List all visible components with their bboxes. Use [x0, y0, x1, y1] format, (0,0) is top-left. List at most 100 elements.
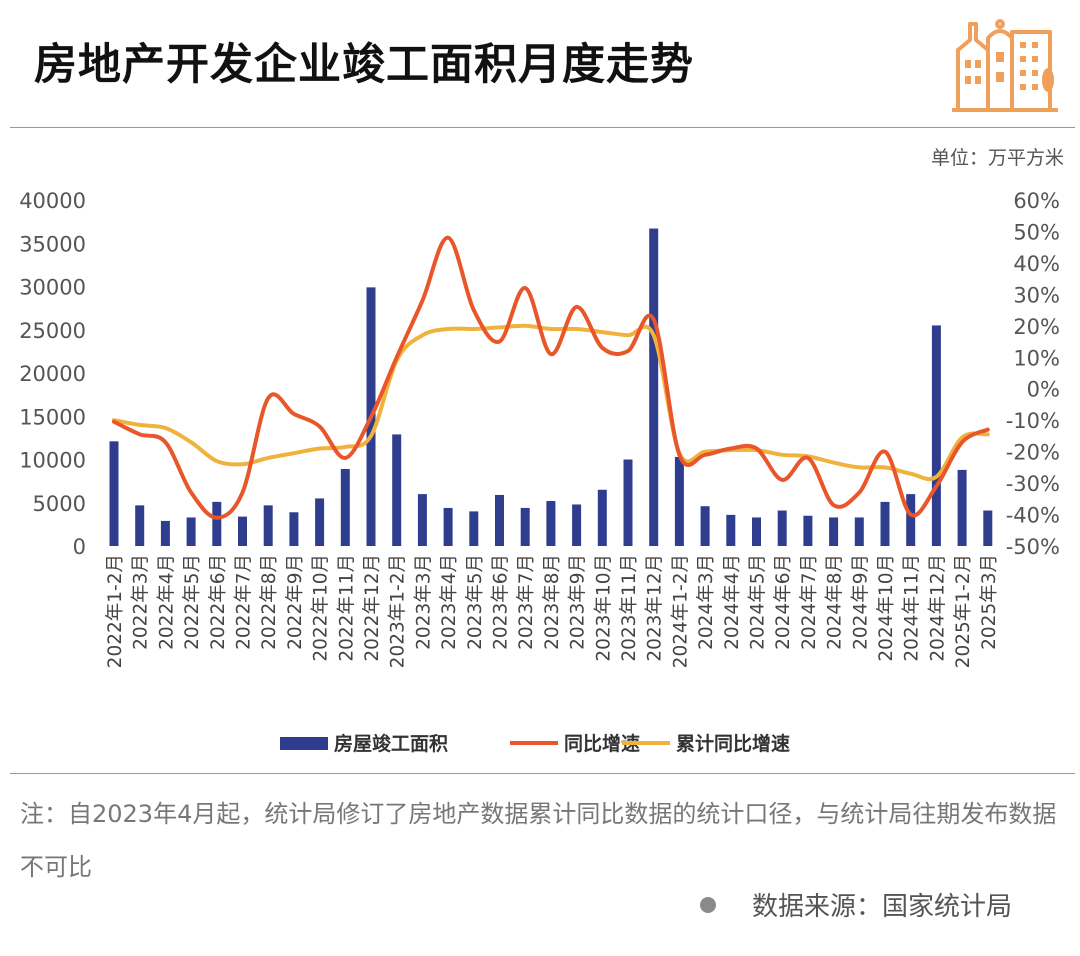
bar-mark: [803, 515, 813, 546]
y-right-tick-label: 0%: [1027, 378, 1060, 402]
x-tick-label: 2024年5月: [748, 554, 769, 650]
bar-mark: [315, 498, 325, 546]
y-right-tick-label: -10%: [1006, 409, 1060, 433]
series-line: [112, 323, 990, 482]
x-tick-label: 2024年6月: [773, 554, 794, 650]
bar-mark: [109, 441, 119, 546]
bar-mark: [417, 494, 427, 546]
x-tick-label: 2023年8月: [542, 554, 563, 650]
y-left-tick-label: 20000: [19, 362, 86, 386]
y-right-tick-label: -40%: [1006, 504, 1060, 528]
bar-mark: [777, 510, 787, 546]
footnote: 注：自2023年4月起，统计局修订了房地产数据累计同比数据的统计口径，与统计局往…: [20, 800, 1057, 881]
y-left-tick-label: 35000: [19, 232, 86, 256]
y-left-tick-label: 10000: [19, 449, 86, 473]
y-right-tick-label: 50%: [1013, 220, 1060, 244]
legend-label: 同比增速: [564, 732, 640, 755]
bar-mark: [160, 520, 170, 546]
header-divider: [10, 127, 1075, 128]
x-tick-label: 2024年12月: [927, 554, 948, 662]
x-tick-label: 2022年7月: [234, 554, 255, 650]
x-tick-label: 2023年7月: [516, 554, 537, 650]
bar-mark: [674, 456, 684, 546]
y-left-tick-label: 15000: [19, 405, 86, 429]
legend-swatch: [280, 737, 328, 750]
y-right-tick-label: 20%: [1013, 315, 1060, 339]
y-left-tick-label: 25000: [19, 319, 86, 343]
bar-mark: [238, 516, 247, 546]
x-tick-label: 2022年3月: [131, 554, 152, 650]
y-right-tick-label: -50%: [1006, 535, 1060, 559]
bar-mark: [649, 228, 659, 547]
x-tick-label: 2023年10月: [593, 554, 614, 662]
y-right-tick-label: 40%: [1013, 252, 1060, 276]
bar-mark: [572, 504, 582, 546]
bar-mark: [289, 512, 299, 546]
y-right-tick-label: 60%: [1013, 189, 1060, 213]
bar-mark: [906, 494, 916, 546]
x-tick-label: 2024年8月: [825, 554, 846, 650]
x-tick-label: 2022年4月: [156, 554, 177, 650]
x-tick-label: 2023年1-2月: [388, 554, 409, 668]
x-tick-label: 2022年1-2月: [105, 554, 126, 668]
x-tick-label: 2024年3月: [696, 554, 717, 650]
x-tick-label: 2025年1-2月: [953, 554, 974, 668]
x-tick-label: 2023年3月: [413, 554, 434, 650]
x-tick-label: 2023年12月: [645, 554, 666, 662]
bar-mark: [212, 501, 222, 546]
x-tick-label: 2024年1-2月: [670, 554, 691, 668]
x-tick-label: 2022年9月: [285, 554, 306, 650]
x-tick-label: 2024年10月: [876, 554, 897, 662]
bar-mark: [392, 434, 402, 546]
bar-mark: [752, 517, 761, 546]
x-tick-label: 2022年10月: [311, 554, 332, 662]
x-tick-label: 2022年6月: [208, 554, 229, 650]
bar-mark: [854, 517, 864, 546]
y-right-tick-label: -20%: [1006, 441, 1060, 465]
bar-mark: [931, 325, 941, 546]
y-right-tick-label: 10%: [1013, 346, 1060, 370]
bar-mark: [186, 517, 196, 546]
y-left-tick-label: 0: [73, 535, 86, 559]
data-source: 数据来源：国家统计局: [700, 886, 1012, 923]
x-tick-label: 2023年4月: [439, 554, 460, 650]
bar-mark: [443, 507, 453, 546]
bar-mark: [700, 506, 710, 546]
x-tick-label: 2024年9月: [850, 554, 871, 650]
bar-mark: [495, 494, 504, 546]
bar-mark: [957, 469, 967, 546]
y-right-tick-label: -30%: [1006, 472, 1060, 496]
chart-area: 0 5000 10000 15000 20000 25000 30000 35000 40000…: [19, 189, 1060, 755]
source-dot-icon: [700, 896, 716, 913]
x-tick-label: 2022年5月: [182, 554, 203, 650]
y-right-tick-label: 30%: [1013, 283, 1060, 307]
bar-mark: [880, 501, 890, 546]
x-tick-label: 2024年7月: [799, 554, 820, 650]
series-line: [112, 235, 990, 520]
y-left-tick-label: 5000: [33, 492, 86, 516]
x-tick-label: 2022年12月: [362, 554, 383, 662]
source-text: 数据来源：国家统计局: [752, 892, 1013, 922]
x-tick-label: 2023年11月: [619, 554, 640, 662]
bar-mark: [623, 459, 633, 546]
x-tick-label: 2023年9月: [568, 554, 589, 650]
building-logo-icon: [952, 19, 1058, 112]
x-tick-label: 2023年6月: [491, 554, 512, 650]
legend-label: 房屋竣工面积: [334, 732, 448, 755]
y-left-tick-label: 40000: [19, 189, 86, 213]
bar-mark: [340, 469, 350, 546]
bar-mark: [597, 489, 607, 546]
x-tick-label: 2024年4月: [722, 554, 743, 650]
bar-mark: [520, 507, 530, 546]
y-left-tick-label: 30000: [19, 276, 86, 300]
unit-label: 单位：万平方米: [930, 147, 1064, 169]
page-title: 房地产开发企业竣工面积月度走势: [34, 40, 694, 90]
legend-label: 累计同比增速: [676, 732, 790, 755]
bar-mark: [546, 501, 556, 546]
x-tick-label: 2022年8月: [259, 554, 280, 650]
x-tick-label: 2024年11月: [902, 554, 923, 662]
x-tick-label: 2023年5月: [465, 554, 486, 650]
x-tick-label: 2025年3月: [979, 554, 1000, 650]
x-tick-label: 2022年11月: [336, 554, 357, 662]
footer-divider: [10, 773, 1075, 774]
